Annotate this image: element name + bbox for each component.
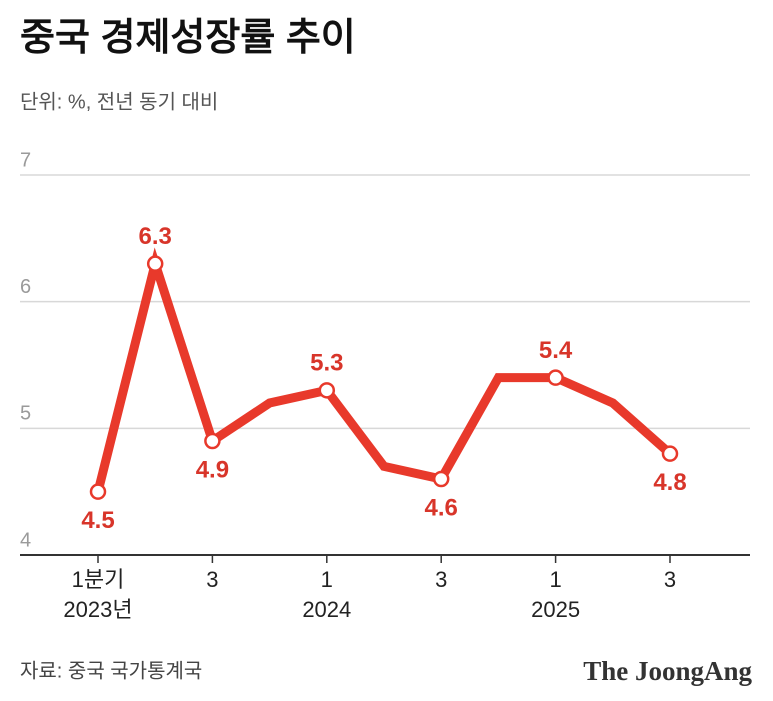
- y-tick-label: 7: [20, 149, 31, 171]
- point-marker: [432, 470, 450, 488]
- point-marker: [204, 432, 221, 450]
- line: [93, 247, 673, 493]
- year-label: 2025: [531, 597, 580, 622]
- x-tick-label: 3: [435, 567, 447, 592]
- y-tick-label: 4: [20, 529, 31, 551]
- chart-title: 중국 경제성장률 추이: [20, 17, 356, 59]
- x-tick-label: 1: [549, 567, 561, 592]
- y-tick-label: 6: [20, 276, 31, 298]
- value-label: 4.8: [653, 469, 686, 496]
- x-tick-label: 3: [206, 567, 218, 592]
- value-label: 6.3: [139, 223, 172, 250]
- x-tick-label: 1분기: [72, 567, 125, 592]
- value-label: 4.5: [81, 507, 114, 534]
- year-label: 2023년: [63, 597, 132, 622]
- value-label: 5.4: [539, 337, 573, 364]
- chart-subtitle: 단위: %, 전년 동기 대비: [20, 90, 218, 113]
- value-label: 5.3: [310, 350, 343, 377]
- point-marker: [89, 483, 107, 500]
- point-marker: [547, 369, 564, 386]
- point-marker: [661, 445, 679, 462]
- point-marker: [146, 255, 164, 272]
- year-label: 2024: [302, 597, 351, 622]
- y-tick-label: 5: [20, 403, 31, 425]
- brand: The JoongAng: [583, 656, 752, 686]
- point-marker: [318, 382, 336, 399]
- value-label: 4.9: [196, 456, 229, 483]
- x-tick-label: 1: [321, 567, 333, 592]
- source: 자료: 중국 국가통계국: [20, 659, 202, 682]
- x-tick-label: 3: [664, 567, 676, 592]
- value-label: 4.6: [425, 494, 458, 521]
